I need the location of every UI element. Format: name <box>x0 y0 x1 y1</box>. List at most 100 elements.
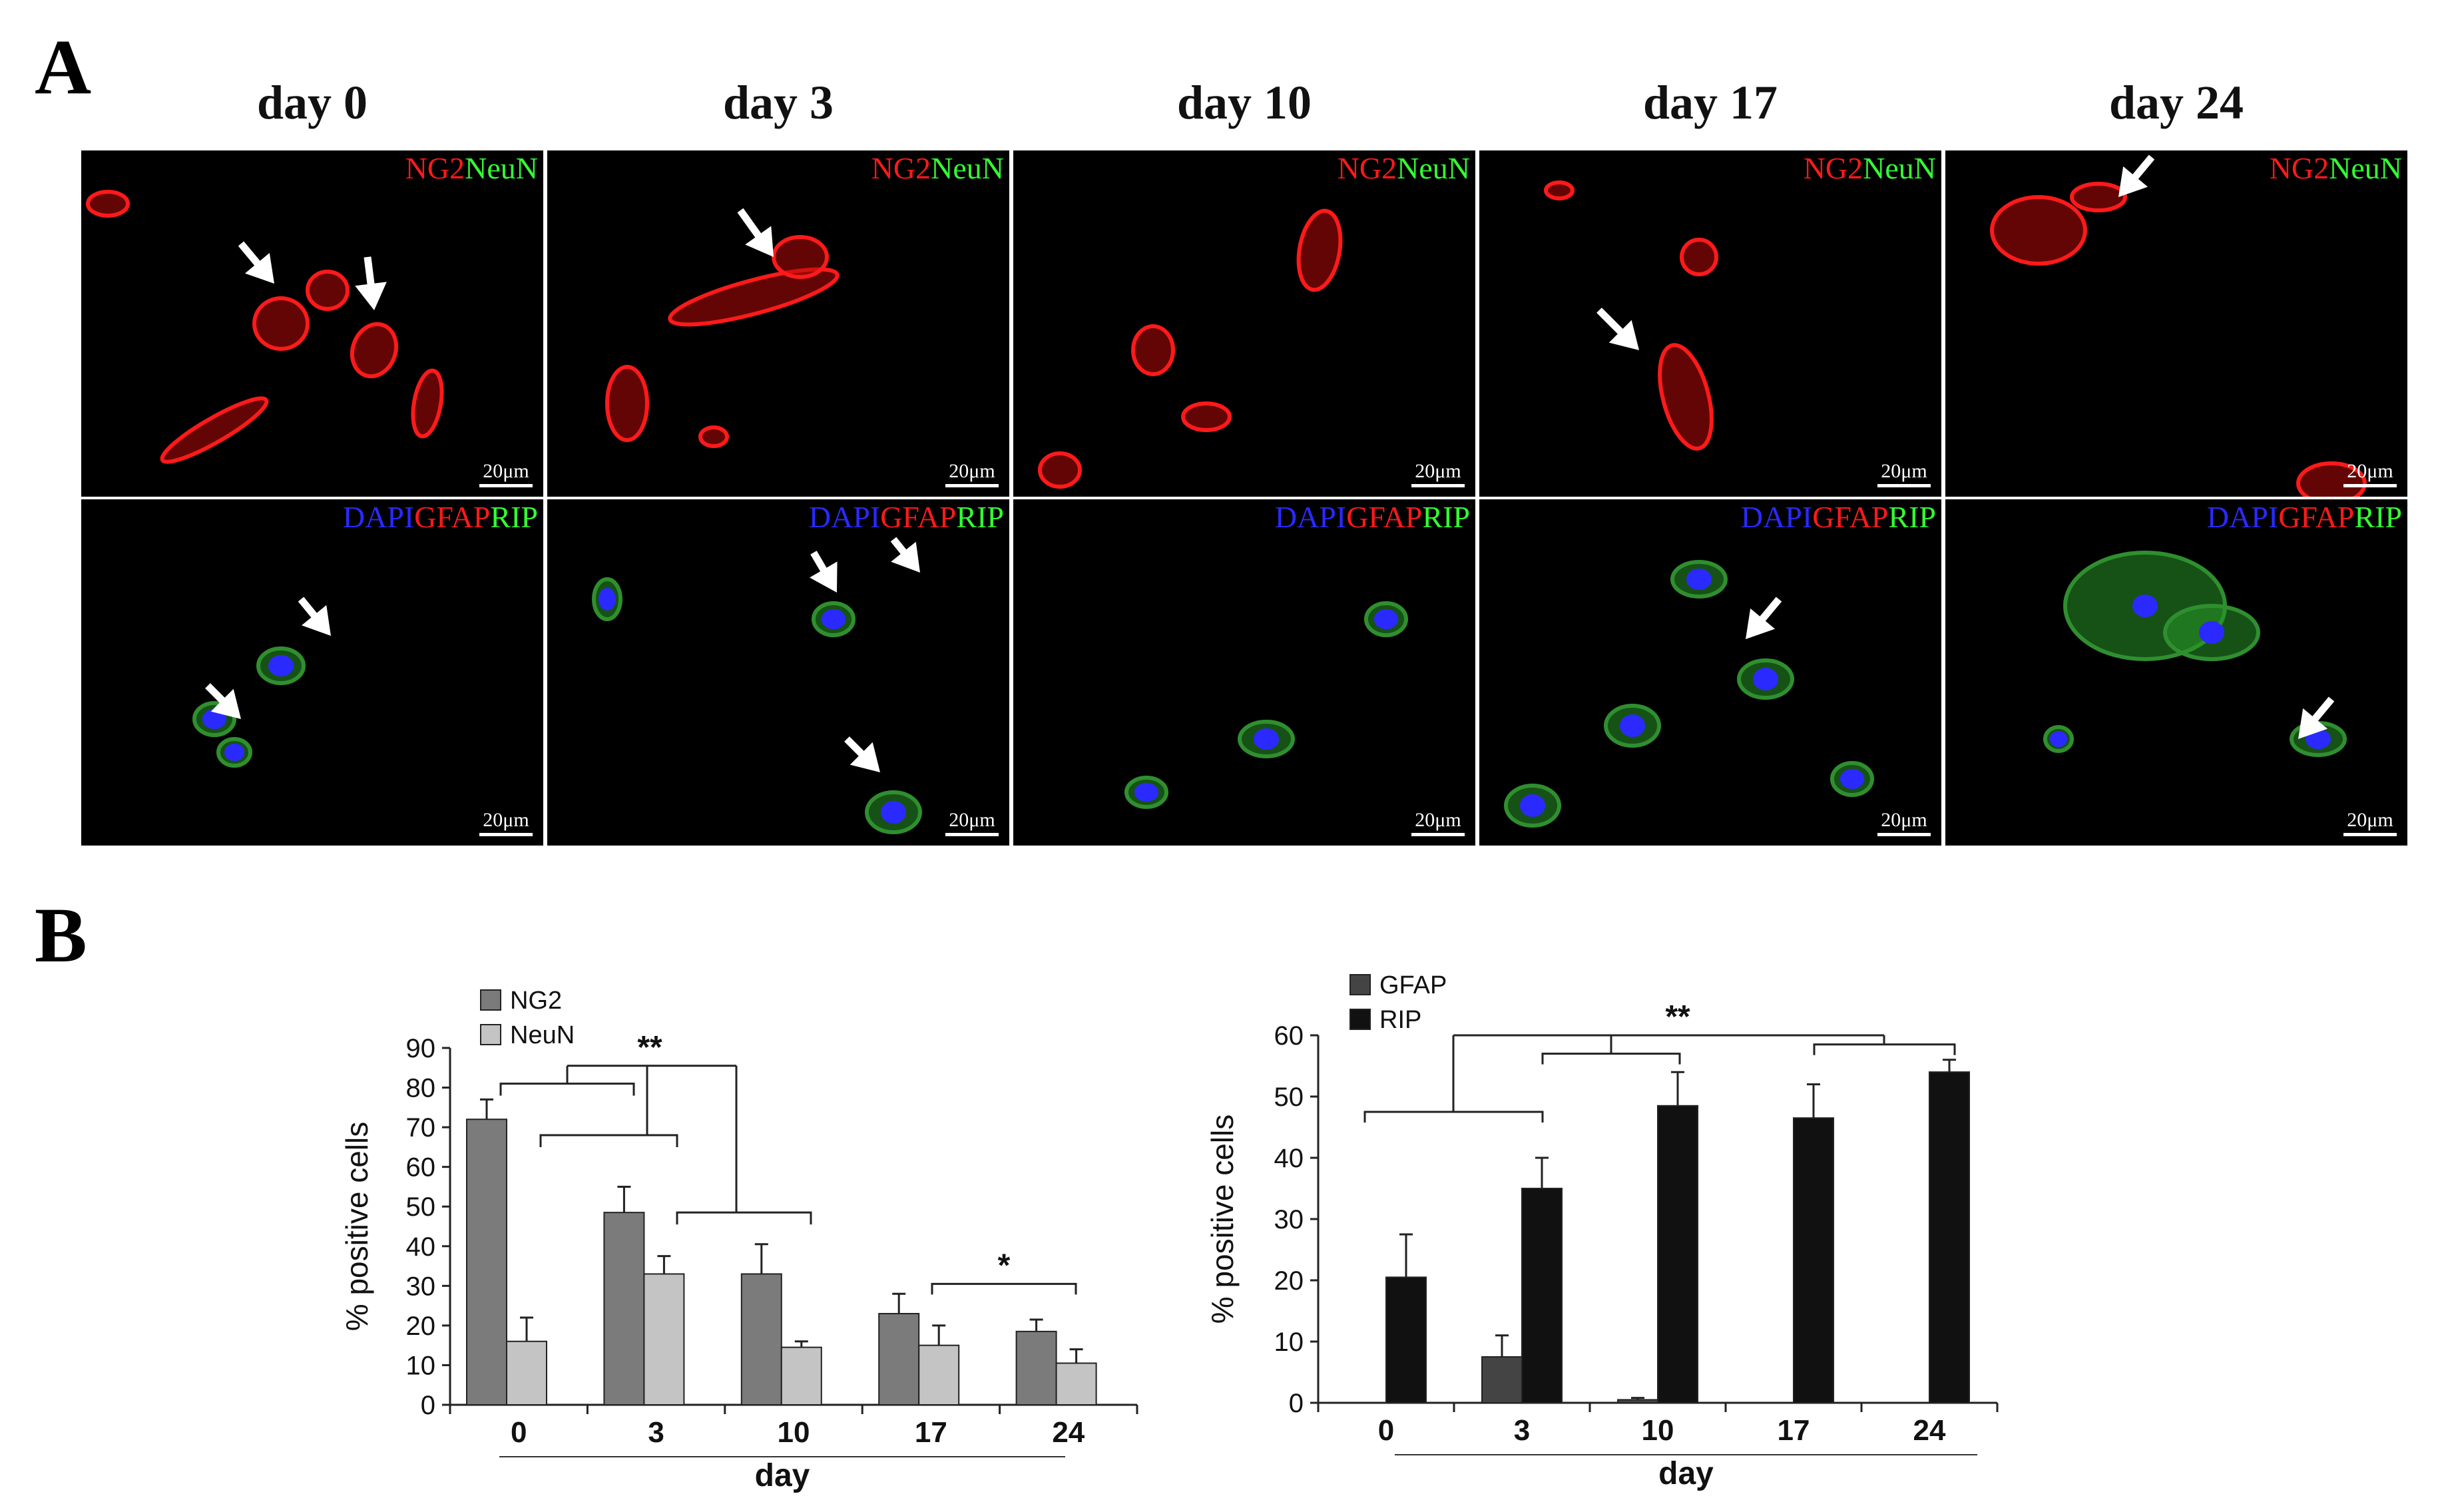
stain-dapi: DAPI <box>1740 500 1813 534</box>
significance-bracket <box>539 1134 678 1148</box>
scale-bar: 20μm <box>1877 810 1931 836</box>
x-tick-label: 3 <box>1514 1414 1530 1447</box>
bar-rip-day0 <box>1385 1276 1427 1403</box>
legend-label-neun: NeuN <box>510 1021 575 1049</box>
y-axis-label: % positive cells <box>340 1122 374 1331</box>
stain-ng2: NG2 <box>871 151 931 185</box>
significance-bracket <box>1541 1053 1681 1065</box>
cell-ng2 <box>1038 451 1082 489</box>
y-tick-label: 0 <box>421 1391 435 1420</box>
bar-rip-day24 <box>1929 1071 1970 1403</box>
legend-label-ng2: NG2 <box>510 987 562 1015</box>
cell-ng2 <box>1181 401 1232 432</box>
cell-ng2 <box>1658 343 1714 451</box>
cell-nucleus <box>822 609 846 629</box>
stain-label-dapi-gfap-rip: DAPIGFAPRIP <box>343 500 538 535</box>
arrow-icon <box>238 241 274 284</box>
stain-ng2: NG2 <box>1337 151 1397 185</box>
cell-nucleus <box>1134 783 1158 802</box>
x-tick-label: 17 <box>1778 1414 1810 1447</box>
micrograph-row1-day10: NG2NeuN 20μm <box>1013 150 1475 497</box>
scale-bar: 20μm <box>945 461 999 487</box>
micrograph-row1-day24: NG2NeuN 20μm <box>1945 150 2407 497</box>
arrow-icon <box>2298 696 2335 739</box>
panel-b-letter: B <box>35 891 87 979</box>
stain-gfap: GFAP <box>414 500 491 534</box>
cell-ng2 <box>2070 182 2127 212</box>
scale-bar: 20μm <box>2343 810 2397 836</box>
bar-ng2-day0 <box>466 1119 507 1405</box>
bar-neun-day10 <box>780 1346 822 1406</box>
chart-gfap-rip: 0 10 20 30 40 50 60 % positive cells 0 3 10 17 24 day… <box>1205 971 1999 1491</box>
scale-bar: 20μm <box>479 810 533 836</box>
stain-neun: NeuN <box>465 151 538 185</box>
x-tick-label: 0 <box>511 1416 527 1449</box>
bar-ng2-day10 <box>740 1273 782 1406</box>
stain-dapi: DAPI <box>808 500 881 534</box>
bar-ng2-day24 <box>1015 1330 1057 1405</box>
stain-rip: RIP <box>1422 500 1470 534</box>
stain-rip: RIP <box>1888 500 1936 534</box>
cell-nucleus <box>268 655 294 676</box>
significance-bracket <box>1813 1043 1956 1055</box>
stain-label-dapi-gfap-rip: DAPIGFAPRIP <box>2207 500 2402 535</box>
scale-bar-label: 20μm <box>1415 460 1461 482</box>
cell-ng2 <box>1131 324 1175 376</box>
micrograph-row1-day0: NG2NeuN 20μm <box>81 150 543 497</box>
cell-nucleus <box>2050 731 2067 747</box>
y-tick-label: 20 <box>406 1312 436 1341</box>
y-tick-label: 80 <box>406 1074 436 1103</box>
stain-gfap: GFAP <box>880 500 957 534</box>
legend-swatch-rip <box>1349 1009 1371 1030</box>
cell-nucleus <box>224 744 244 761</box>
legend-swatch-gfap <box>1349 974 1371 995</box>
arrow-icon <box>355 256 387 310</box>
cell-ng2 <box>160 396 269 464</box>
scale-bar-line <box>1877 833 1931 836</box>
stain-neun: NeuN <box>1863 151 1936 185</box>
bar-neun-day3 <box>643 1273 685 1406</box>
scale-bar-line <box>2343 833 2397 836</box>
cell-ng2 <box>772 235 829 279</box>
bar-rip-day3 <box>1521 1188 1563 1403</box>
y-tick-label: 50 <box>1274 1083 1304 1112</box>
cell-ng2 <box>411 368 444 439</box>
x-tick-label: 17 <box>915 1416 947 1449</box>
bar-gfap-day3 <box>1481 1356 1523 1403</box>
stain-neun: NeuN <box>1397 151 1470 185</box>
y-tick-label: 30 <box>1274 1205 1304 1234</box>
arrow-icon <box>844 736 880 772</box>
cell-ng2 <box>605 365 649 442</box>
scale-bar-line <box>945 833 999 836</box>
scale-bar-line <box>479 484 533 487</box>
stain-neun: NeuN <box>2329 151 2402 185</box>
cell-ng2 <box>350 322 399 379</box>
scale-bar: 20μm <box>1411 810 1465 836</box>
stain-ng2: NG2 <box>405 151 465 185</box>
arrow-icon <box>298 597 331 636</box>
day-header-24: day 24 <box>2108 76 2244 129</box>
day-header-17: day 17 <box>1642 76 1778 129</box>
stain-label-ng2-neun: NG2NeuN <box>871 151 1004 186</box>
micrograph-row2-day17: DAPIGFAPRIP 20μm <box>1479 499 1941 846</box>
day-header-3: day 3 <box>722 76 834 129</box>
stain-label-dapi-gfap-rip: DAPIGFAPRIP <box>1740 500 1936 535</box>
stain-ng2: NG2 <box>2269 151 2329 185</box>
y-tick-label: 50 <box>406 1192 436 1222</box>
cell-ng2 <box>1296 208 1343 292</box>
bar-rip-day17 <box>1793 1117 1834 1403</box>
significance-marker: ** <box>1665 999 1690 1035</box>
stain-gfap: GFAP <box>1346 500 1423 534</box>
stain-rip: RIP <box>490 500 538 534</box>
scale-bar-label: 20μm <box>2347 460 2393 482</box>
cell-ng2 <box>1544 180 1575 200</box>
scale-bar-label: 20μm <box>1881 809 1927 831</box>
significance-marker: * <box>998 1248 1011 1283</box>
scale-bar-line <box>479 833 533 836</box>
scale-bar: 20μm <box>2343 461 2397 487</box>
scale-bar: 20μm <box>1411 461 1465 487</box>
micrograph-row1-day17: NG2NeuN 20μm <box>1479 150 1941 497</box>
legend-label-gfap: GFAP <box>1379 971 1447 999</box>
significance-marker: ** <box>637 1030 662 1065</box>
cell-ng2 <box>668 267 840 327</box>
